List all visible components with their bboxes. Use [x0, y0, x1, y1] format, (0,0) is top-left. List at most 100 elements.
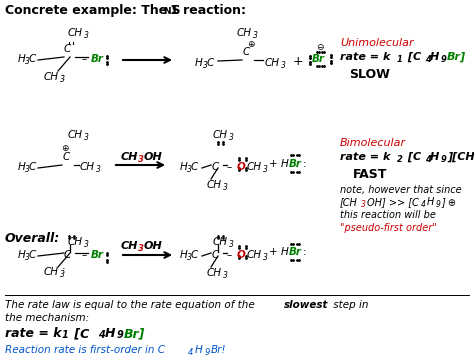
Text: Reaction rate is first-order in C: Reaction rate is first-order in C	[5, 345, 165, 355]
Text: this reaction will be: this reaction will be	[340, 210, 436, 220]
Text: Br: Br	[289, 159, 302, 169]
Text: Br: Br	[312, 54, 325, 64]
Text: :: :	[62, 265, 65, 275]
Text: 9: 9	[441, 155, 447, 164]
Text: 3: 3	[60, 270, 65, 279]
Text: H: H	[105, 327, 116, 340]
Text: Br: Br	[91, 54, 104, 64]
Text: 3: 3	[138, 155, 144, 164]
Text: H: H	[195, 58, 203, 68]
Text: 3: 3	[281, 61, 286, 70]
Text: O: O	[237, 162, 246, 172]
Text: H: H	[430, 152, 439, 162]
Text: C: C	[29, 54, 36, 64]
Text: CH: CH	[121, 241, 138, 251]
Text: H: H	[427, 197, 434, 207]
Text: Br: Br	[289, 247, 302, 257]
Text: –: –	[82, 54, 87, 64]
Text: OH: OH	[144, 241, 163, 251]
Text: CH: CH	[121, 152, 138, 162]
Text: Br]: Br]	[447, 52, 466, 62]
Text: H: H	[18, 54, 26, 64]
Text: Unimolecular: Unimolecular	[340, 38, 414, 48]
Text: 3: 3	[361, 200, 366, 209]
Text: 3: 3	[96, 165, 101, 174]
Text: CH: CH	[44, 267, 59, 277]
Text: CH: CH	[247, 250, 262, 260]
Text: O: O	[237, 250, 246, 260]
Text: Br: Br	[91, 250, 104, 260]
Text: OH: OH	[144, 152, 163, 162]
Text: Concrete example: The S: Concrete example: The S	[5, 4, 181, 17]
Text: the mechanism:: the mechanism:	[5, 313, 89, 323]
Text: rate = k: rate = k	[340, 152, 391, 162]
Text: ] ⊕: ] ⊕	[441, 197, 456, 207]
Text: :: :	[62, 72, 65, 82]
Text: CH: CH	[207, 180, 222, 190]
Text: 4: 4	[421, 200, 426, 209]
Text: H: H	[180, 250, 188, 260]
Text: 3: 3	[229, 133, 234, 142]
Text: + H: + H	[269, 247, 289, 257]
Text: CH: CH	[213, 130, 228, 140]
Text: H: H	[430, 52, 439, 62]
Text: 3: 3	[203, 61, 208, 70]
Text: H: H	[195, 345, 203, 355]
Text: 1: 1	[62, 330, 69, 340]
Text: The rate law is equal to the rate equation of the: The rate law is equal to the rate equati…	[5, 300, 258, 310]
Text: + H: + H	[269, 159, 289, 169]
Text: 3: 3	[60, 75, 65, 84]
Text: 4: 4	[188, 348, 193, 357]
Text: C: C	[207, 58, 214, 68]
Text: C: C	[63, 152, 70, 162]
Text: rate = k: rate = k	[5, 327, 62, 340]
Text: C: C	[191, 162, 198, 172]
Text: CH: CH	[207, 268, 222, 278]
Text: :: :	[303, 159, 307, 169]
Text: FAST: FAST	[353, 168, 387, 181]
Text: 3: 3	[187, 253, 192, 262]
Text: ⊖: ⊖	[316, 43, 323, 52]
Text: 3: 3	[263, 253, 268, 262]
Text: CH: CH	[44, 72, 59, 82]
Text: CH: CH	[213, 237, 228, 247]
Text: Br]: Br]	[124, 327, 146, 340]
Text: 9: 9	[117, 330, 124, 340]
Text: CH: CH	[68, 237, 83, 247]
Text: H: H	[18, 250, 26, 260]
Text: 1 reaction:: 1 reaction:	[170, 4, 246, 17]
Text: +: +	[293, 55, 304, 68]
Text: Br!: Br!	[211, 345, 227, 355]
Text: CH: CH	[68, 130, 83, 140]
Text: 4: 4	[98, 330, 105, 340]
Text: 3: 3	[223, 183, 228, 192]
Text: 3: 3	[263, 165, 268, 174]
Text: :: :	[303, 247, 307, 257]
Text: C: C	[191, 250, 198, 260]
Text: rate = k: rate = k	[340, 52, 391, 62]
Text: slowest: slowest	[284, 300, 328, 310]
Text: [C: [C	[404, 52, 421, 62]
Text: N: N	[163, 7, 171, 16]
Text: –: –	[82, 250, 87, 260]
Text: Bimolecular: Bimolecular	[340, 138, 406, 148]
Text: CH: CH	[237, 28, 252, 38]
Text: 3: 3	[187, 165, 192, 174]
Text: C: C	[212, 162, 219, 172]
Text: 3: 3	[25, 57, 30, 66]
Text: 3: 3	[84, 133, 89, 142]
Text: 3: 3	[253, 31, 258, 40]
Text: 9: 9	[441, 55, 447, 64]
Text: C: C	[64, 44, 71, 54]
Text: step in: step in	[330, 300, 368, 310]
Text: 3: 3	[84, 240, 89, 249]
Text: 4: 4	[425, 155, 431, 164]
Text: H: H	[180, 162, 188, 172]
Text: 3: 3	[229, 240, 234, 249]
Text: 1: 1	[397, 55, 403, 64]
Text: CH: CH	[247, 162, 262, 172]
Text: –: –	[227, 162, 232, 172]
Text: "pseudo-first order": "pseudo-first order"	[340, 223, 437, 233]
Text: 3: 3	[25, 165, 30, 174]
Text: C: C	[29, 162, 36, 172]
